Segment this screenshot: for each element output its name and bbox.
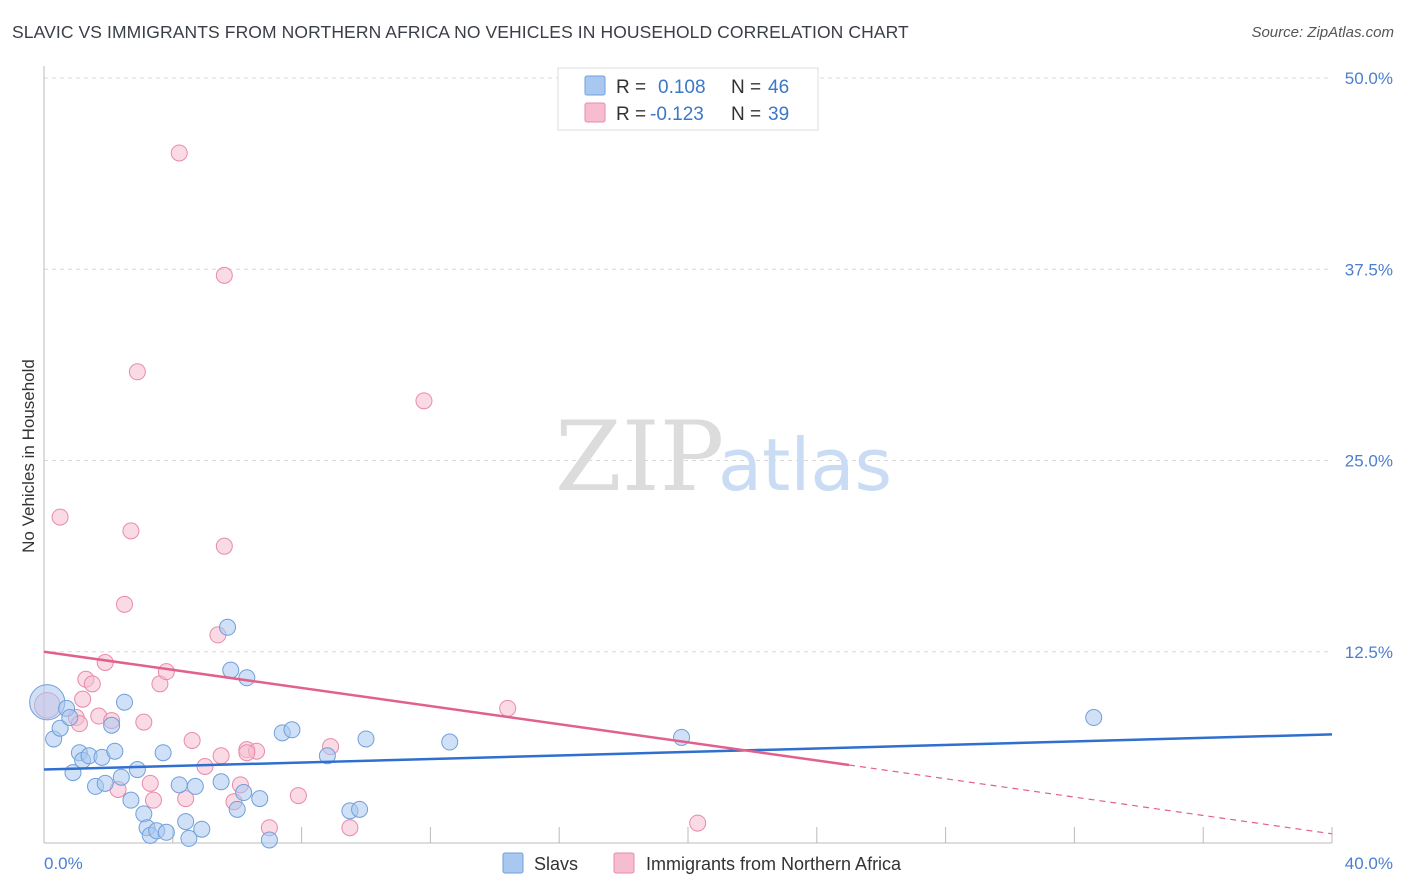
data-point — [689, 814, 707, 832]
data-point — [351, 800, 369, 818]
series-legend: Slavs Immigrants from Northern Africa — [502, 852, 902, 874]
data-point — [238, 744, 256, 762]
y-tick-label: 25.0% — [1345, 452, 1393, 471]
y-axis-label: No Vehicles in Household — [19, 359, 38, 553]
data-point — [51, 508, 69, 526]
data-point — [289, 787, 307, 805]
data-point — [183, 731, 201, 749]
data-point — [112, 768, 130, 786]
data-point — [83, 675, 101, 693]
trend-lines — [43, 650, 1333, 835]
data-point — [341, 819, 359, 837]
data-point — [215, 266, 233, 284]
legend-r-label: R = — [616, 77, 646, 98]
legend-n-label: N = — [731, 77, 761, 98]
data-point — [103, 716, 121, 734]
legend-label-africa: Immigrants from Northern Africa — [646, 854, 902, 874]
data-point — [106, 742, 124, 760]
data-point — [122, 522, 140, 540]
y-tick-label: 50.0% — [1345, 69, 1393, 88]
data-point — [238, 669, 256, 687]
data-point — [177, 813, 195, 831]
data-point — [228, 800, 246, 818]
legend-swatch-africa — [584, 102, 606, 123]
data-point — [135, 805, 153, 823]
tick-labels: 12.5% 25.0% 37.5% 50.0% 0.0% 40.0% — [44, 69, 1393, 873]
data-point — [212, 773, 230, 791]
data-point — [122, 791, 140, 809]
grid-lines — [44, 77, 1332, 653]
legend-n-label: N = — [731, 104, 761, 125]
data-point — [222, 661, 240, 679]
data-point — [499, 699, 517, 717]
watermark-atlas: atlas — [718, 423, 892, 507]
watermark: ZIP atlas — [555, 401, 892, 513]
legend-r-value: 0.108 — [658, 77, 706, 98]
x-tick-label: 40.0% — [1345, 854, 1393, 873]
y-tick-label: 37.5% — [1345, 260, 1393, 279]
data-point — [283, 721, 301, 739]
data-point — [219, 618, 237, 636]
data-point — [193, 820, 211, 838]
data-point — [186, 777, 204, 795]
x-tick-label: 0.0% — [44, 854, 83, 873]
data-point — [96, 774, 114, 792]
data-point — [1085, 709, 1103, 727]
data-point — [415, 392, 433, 410]
data-point — [29, 684, 66, 721]
data-point — [260, 831, 278, 849]
data-point — [251, 790, 269, 808]
legend-swatch-africa — [613, 852, 635, 874]
data-point — [74, 690, 92, 708]
legend-n-value: 39 — [768, 104, 789, 125]
data-point — [141, 774, 159, 792]
data-point — [96, 653, 114, 671]
data-point — [144, 791, 162, 809]
data-point — [318, 747, 336, 765]
data-point — [212, 747, 230, 765]
data-point — [157, 663, 175, 681]
data-point — [61, 709, 79, 727]
y-tick-label: 12.5% — [1345, 643, 1393, 662]
data-point — [177, 790, 195, 808]
data-point — [157, 823, 175, 841]
data-point — [170, 144, 188, 162]
data-point — [180, 829, 198, 847]
legend-swatch-slavs — [584, 75, 606, 96]
data-point — [116, 693, 133, 711]
data-point — [135, 713, 153, 731]
trend-line-africa — [43, 650, 850, 767]
data-point — [357, 730, 375, 748]
trend-line-slavs — [43, 733, 1333, 771]
series-slavs — [29, 618, 1103, 849]
data-point — [128, 363, 146, 381]
chart-title: SLAVIC VS IMMIGRANTS FROM NORTHERN AFRIC… — [12, 22, 909, 42]
data-point — [128, 761, 146, 779]
data-point — [116, 595, 133, 613]
correlation-legend: R = 0.108 N = 46 R = -0.123 N = 39 — [557, 67, 819, 131]
data-point — [235, 784, 253, 802]
legend-n-value: 46 — [768, 77, 789, 98]
data-point — [170, 776, 188, 794]
data-point — [215, 537, 233, 555]
data-point — [441, 733, 459, 751]
axes — [43, 66, 1333, 844]
data-point — [154, 744, 172, 762]
legend-r-value: -0.123 — [650, 104, 704, 125]
series-immigrants-northern-africa — [33, 144, 707, 837]
watermark-zip: ZIP — [555, 401, 724, 513]
chart-source: Source: ZipAtlas.com — [1251, 24, 1394, 41]
trend-line-africa-extrapolated — [848, 764, 1333, 835]
legend-r-label: R = — [616, 104, 646, 125]
data-point — [51, 719, 69, 737]
legend-label-slavs: Slavs — [534, 854, 578, 874]
legend-swatch-slavs — [502, 852, 524, 874]
